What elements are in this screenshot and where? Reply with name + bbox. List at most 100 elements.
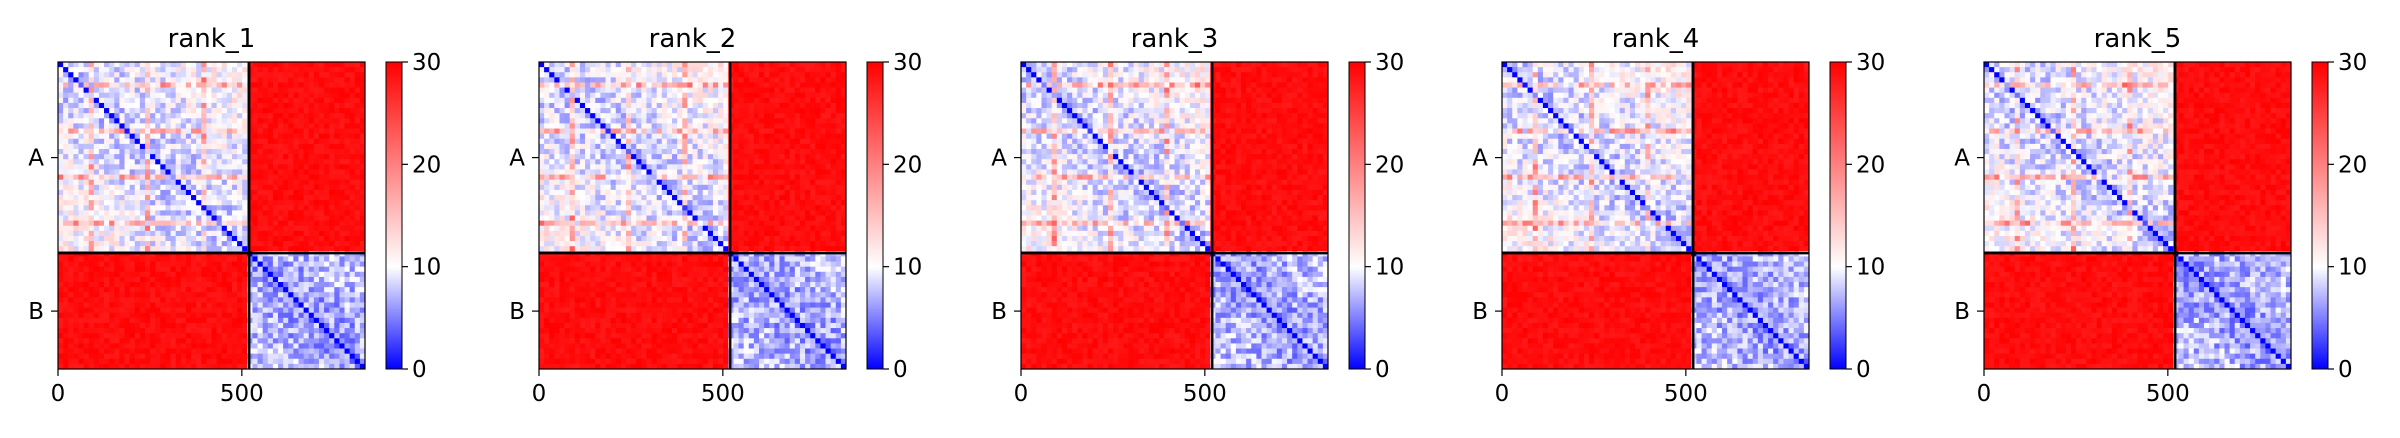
heatmap-cell [324,67,330,73]
heatmap-cell [175,143,182,150]
heatmap-cell [267,333,274,339]
heatmap-cell [134,235,141,242]
heatmap-cell [114,328,120,334]
heatmap-cell [134,307,141,314]
heatmap-cell [150,138,156,145]
heatmap-cell [242,220,248,227]
heatmap-cell [359,123,366,129]
heatmap-cell [605,169,612,175]
heatmap-cell [211,312,218,319]
heatmap-cell [134,353,141,360]
heatmap-cell [231,276,238,283]
heatmap-cell [334,266,340,273]
heatmap-cell [334,133,340,140]
heatmap-cell [278,353,284,360]
heatmap-cell [109,205,115,211]
heatmap-cell [109,225,115,232]
heatmap-cell [641,169,647,175]
heatmap-cell [226,317,233,324]
heatmap-cell [672,169,678,175]
heatmap-cell [237,241,243,247]
heatmap-cell [620,87,627,94]
heatmap-cell [815,123,821,129]
heatmap-cell [585,113,591,119]
heatmap-cell [144,317,151,324]
heatmap-cell [539,143,545,150]
heatmap-cell [334,225,340,232]
heatmap-cell [324,287,330,293]
heatmap-cell [139,97,146,104]
heatmap-cell [293,343,299,349]
heatmap-cell [68,307,74,314]
heatmap-cell [794,92,801,99]
heatmap-cell [544,72,550,78]
heatmap-cell [63,87,69,94]
heatmap-cell [73,128,79,135]
heatmap-cell [303,210,310,216]
heatmap-cell [109,358,115,365]
heatmap-cell [810,72,816,78]
heatmap-cell [73,113,79,119]
heatmap-cell [114,317,120,324]
heatmap-cell [221,333,228,339]
heatmap-cell [150,159,156,165]
heatmap-cell [779,67,785,73]
heatmap-cell [88,348,95,355]
heatmap-cell [656,87,663,94]
heatmap-cell [63,302,69,308]
heatmap-cell [180,210,187,216]
heatmap-cell [554,77,560,83]
heatmap-cell [702,159,709,165]
heatmap-cell [231,148,238,155]
heatmap-cell [293,225,299,232]
heatmap-cell [303,348,310,355]
heatmap-cell [549,72,555,78]
heatmap-cell [774,174,780,181]
heatmap-cell [216,276,223,283]
heatmap-cell [104,128,110,135]
heatmap-cell [73,328,79,334]
heatmap-cell [119,230,125,237]
heatmap-cell [180,246,187,252]
heatmap-cell [303,353,310,360]
heatmap-cell [58,179,64,186]
heatmap-cell [252,87,258,94]
heatmap-cell [595,174,601,181]
heatmap-cell [753,174,760,181]
heatmap-cell [349,118,356,124]
heatmap-cell [600,154,606,160]
heatmap-cell [211,276,218,283]
heatmap-cell [104,271,110,278]
heatmap-cell [349,246,356,252]
heatmap-cell [104,102,110,109]
heatmap-cell [303,82,310,88]
heatmap-cell [58,174,64,181]
heatmap-cell [554,72,560,78]
heatmap-cell [825,164,832,170]
heatmap-cell [293,123,299,129]
heatmap-cell [329,179,335,186]
heatmap-cell [733,92,739,99]
heatmap-cell [257,292,264,298]
heatmap-cell [98,159,105,165]
heatmap-cell [150,363,156,370]
heatmap-cell [170,261,177,268]
heatmap-cell [820,159,826,165]
heatmap-cell [201,225,207,232]
heatmap-cell [73,333,79,339]
heatmap-cell [702,148,709,155]
heatmap-cell [718,97,724,104]
heatmap-cell [267,97,274,104]
heatmap-cell [569,97,576,104]
heatmap-cell [349,235,356,242]
heatmap-cell [180,102,187,109]
heatmap-cell [196,246,202,252]
heatmap-cell [58,220,64,227]
heatmap-cell [226,62,233,68]
heatmap-cell [267,276,274,283]
heatmap-cell [242,164,248,170]
heatmap-cell [170,220,177,227]
heatmap-cell [73,230,79,237]
heatmap-cell [257,358,264,365]
heatmap-cell [83,241,90,247]
